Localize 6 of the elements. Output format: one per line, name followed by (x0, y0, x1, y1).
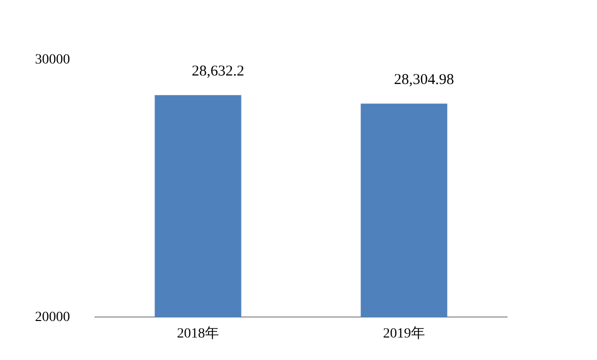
x-tick-label: 2019年 (383, 325, 425, 342)
data-label: 28,304.98 (394, 72, 454, 88)
data-label: 28,632.2 (192, 64, 244, 80)
x-tick-label: 2018年 (177, 325, 219, 342)
y-tick-label: 30000 (35, 52, 70, 68)
y-tick-label: 20000 (35, 310, 70, 325)
